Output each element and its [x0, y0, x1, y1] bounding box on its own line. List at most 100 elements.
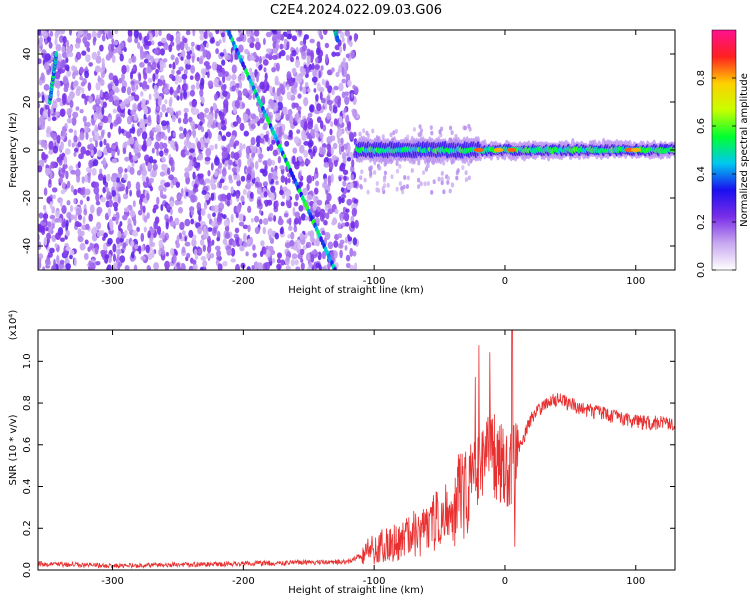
heatmap-cell	[46, 221, 52, 228]
heatmap-cell	[154, 216, 160, 224]
heatmap-cell	[330, 147, 334, 156]
heatmap-cell	[156, 105, 161, 111]
heatmap-cell	[206, 114, 212, 120]
heatmap-cell	[195, 254, 199, 260]
heatmap-cell	[365, 130, 369, 136]
heatmap-cell	[326, 143, 332, 151]
heatmap-cell	[346, 79, 352, 87]
heatmap-cell	[359, 183, 363, 189]
heatmap-cell	[315, 132, 319, 139]
heatmap-cell	[305, 66, 310, 74]
heatmap-cell	[138, 32, 142, 41]
heatmap-cell	[265, 134, 269, 142]
heatmap-hotspot	[630, 148, 641, 152]
heatmap-cell	[213, 78, 220, 88]
heatmap-cell	[151, 147, 155, 154]
heatmap-cell	[72, 66, 78, 72]
heatmap-cell	[65, 246, 71, 252]
heatmap-cell	[300, 248, 305, 256]
heatmap-cell	[280, 33, 285, 42]
heatmap-cell	[250, 123, 256, 130]
heatmap-cell	[75, 36, 82, 45]
heatmap-cell	[395, 186, 399, 192]
heatmap-cell	[275, 42, 280, 51]
heatmap-cell	[245, 30, 252, 35]
heatmap-cell	[60, 30, 66, 35]
heatmap-cell	[81, 93, 86, 99]
heatmap-cell	[346, 157, 352, 162]
heatmap-cell	[270, 185, 276, 193]
heatmap-cell	[143, 139, 147, 146]
heatmap-cell	[351, 207, 357, 217]
heatmap-cell	[161, 230, 165, 240]
heatmap-cell	[419, 181, 423, 187]
heatmap-cell	[62, 52, 69, 59]
heatmap-cell	[298, 30, 302, 36]
heatmap-cell	[123, 193, 129, 200]
heatmap-cell	[324, 42, 330, 49]
heatmap-cell	[125, 238, 130, 244]
heatmap-cell	[51, 116, 57, 122]
heatmap-cell	[52, 132, 57, 141]
heatmap-cell	[205, 147, 212, 157]
heatmap-cell	[182, 117, 189, 125]
heatmap-cell	[133, 94, 140, 102]
heatmap-cell	[199, 173, 204, 179]
heatmap-cell	[306, 55, 312, 64]
heatmap-cell	[113, 99, 120, 107]
heatmap-cell	[139, 61, 145, 68]
heatmap-cell	[67, 95, 74, 102]
heatmap-cell	[101, 106, 105, 116]
heatmap-cell	[263, 78, 268, 87]
heatmap-cell	[342, 43, 346, 52]
heatmap-cell	[49, 170, 53, 180]
heatmap-cell	[199, 141, 206, 151]
heatmap-cell	[262, 160, 269, 166]
heatmap-cell	[353, 131, 357, 138]
heatmap-cell	[120, 128, 125, 134]
heatmap-cell	[271, 258, 276, 264]
heatmap-cell	[315, 94, 319, 102]
heatmap-cell	[354, 86, 359, 95]
snr-y-tick-label: 0.8	[22, 395, 33, 411]
heatmap-cell	[54, 111, 61, 117]
heatmap-cell	[337, 137, 341, 144]
heatmap-cell	[304, 215, 309, 221]
heatmap-cell	[251, 265, 255, 270]
heatmap-cell	[222, 238, 228, 245]
heatmap-cell	[129, 189, 133, 197]
heatmap-cell	[113, 40, 119, 46]
snr-y-tick-label: 0.6	[22, 437, 33, 453]
heatmap-cell	[95, 139, 98, 148]
heatmap-cell	[326, 112, 332, 120]
heatmap-cell	[134, 140, 139, 148]
heatmap-cell	[210, 205, 215, 212]
heatmap-cell	[68, 165, 74, 172]
heatmap-cell	[239, 122, 245, 131]
heatmap-cell	[182, 37, 188, 43]
heatmap-cell	[185, 42, 188, 51]
heatmap-cell	[218, 72, 224, 77]
heatmap-cell	[215, 245, 221, 251]
heatmap-cell	[271, 35, 277, 43]
heatmap-cell	[345, 208, 350, 213]
heatmap-cell	[341, 145, 345, 153]
heatmap-cell	[115, 217, 119, 225]
heatmap-cell	[417, 177, 421, 183]
heatmap-cell	[247, 238, 251, 245]
heatmap-cell	[105, 93, 109, 101]
heatmap-cell	[235, 193, 240, 199]
heatmap-cell	[55, 97, 62, 103]
heatmap-cell	[200, 68, 207, 75]
heatmap-cell	[247, 37, 252, 44]
heatmap-cell	[230, 186, 234, 194]
heatmap-cell	[38, 58, 42, 65]
heatmap-cell	[209, 37, 215, 44]
heatmap-cell	[79, 199, 84, 205]
heatmap-cell	[266, 199, 273, 206]
heatmap-cell	[226, 200, 231, 207]
heatmap-cell	[141, 244, 145, 252]
heatmap-cell	[265, 31, 272, 38]
heatmap-cell	[116, 253, 120, 261]
heatmap-cell	[143, 226, 147, 233]
